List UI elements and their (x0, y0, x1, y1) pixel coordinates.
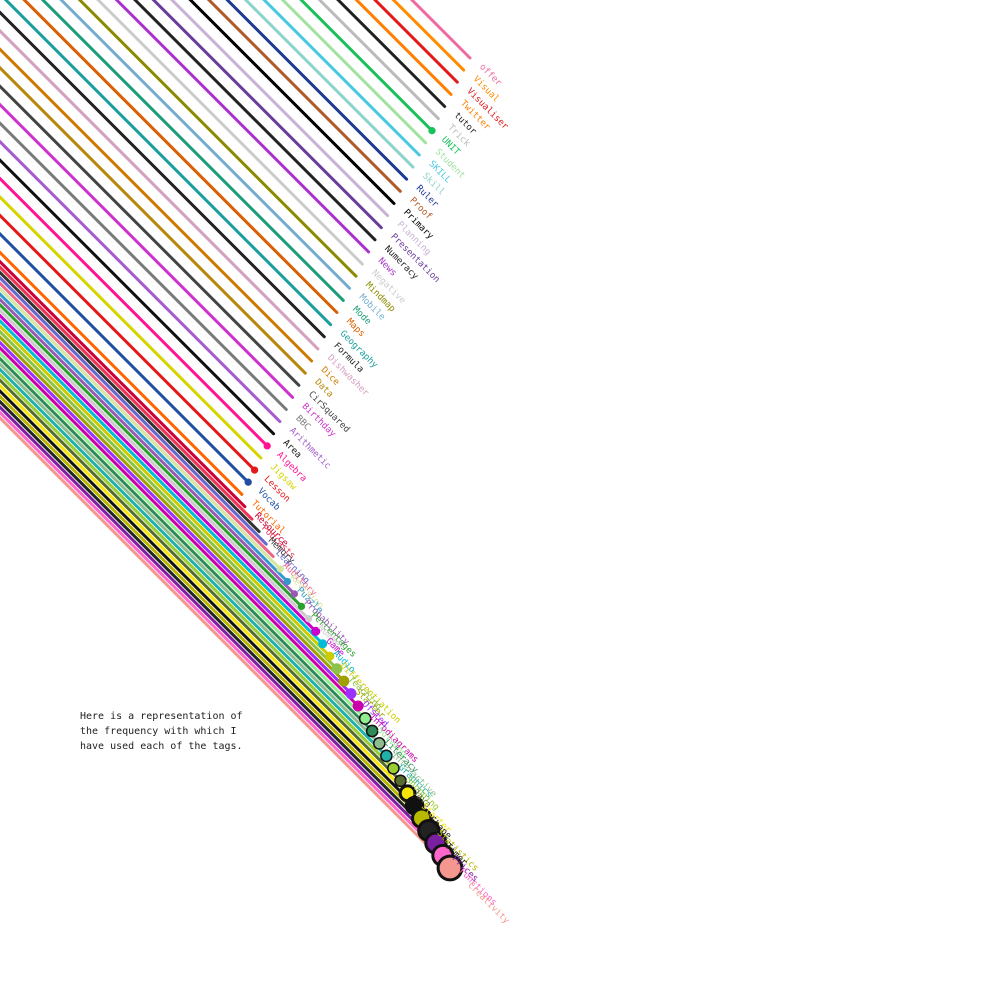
tag-line-prices (0, 405, 438, 845)
tag-endpoint-infodiagrams (352, 700, 364, 712)
tag-line-dice (0, 47, 314, 363)
tag-line-ruler (225, 0, 409, 181)
tag-endpoint-lesson (250, 466, 259, 474)
tag-line-visualiser (372, 0, 459, 84)
tag-endpoint-unit (428, 127, 436, 135)
tag-line-ofsted (0, 340, 353, 696)
tag-line-auditory (0, 281, 275, 559)
tag-endpoint-literacy (365, 724, 379, 738)
tag-line-news (114, 0, 371, 254)
tag-line-shape (0, 388, 417, 808)
tag-line-cirsquared (0, 84, 301, 387)
tag-line-probability (0, 297, 296, 596)
tag-lines (0, 0, 472, 870)
tag-line-percentages (0, 302, 303, 608)
tag-line-negative (96, 0, 364, 266)
tag-line-primary (188, 0, 396, 205)
tag-line-literacy (0, 356, 374, 733)
tag-line-starter (0, 383, 410, 795)
caption-line-1: Here is a representation of (80, 711, 243, 722)
caption: Here is a representation of the frequenc… (80, 709, 260, 754)
caption-line-3: have used each of the tags. (80, 741, 243, 752)
tag-line-tutor (336, 0, 447, 108)
tag-line-java (0, 378, 402, 783)
tag-line-presentation (151, 0, 383, 230)
tag-line-birthday (0, 102, 295, 399)
tag-line-infodiagrams (0, 345, 360, 708)
tag-line-graphics (0, 367, 388, 758)
tag-endpoint-teaching (331, 663, 343, 675)
tag-endpoint-creativity (436, 854, 464, 882)
tag-line-timer (0, 399, 431, 833)
tag-line-tutorial (0, 250, 244, 496)
tag-line-numeracy (133, 0, 377, 242)
tag-line-shopping (0, 372, 395, 770)
tag-endpoint-solving (358, 712, 372, 725)
tag-endpoint-interactive (372, 737, 386, 750)
tag-endpoint-probability (290, 590, 299, 598)
tag-line-creativity (0, 415, 452, 870)
tag-line-formula (0, 10, 326, 339)
tag-line-number (0, 308, 311, 621)
tag-line-vocab (0, 231, 250, 484)
tag-line-starter (0, 335, 346, 683)
caption-line-2: the frequency with which I (80, 726, 237, 737)
tag-line-audio (0, 318, 325, 646)
tag-line-differentiation (0, 324, 332, 658)
tag-line-skill (262, 0, 421, 157)
tag-line-memory (0, 270, 261, 534)
tag-line-trick (317, 0, 440, 121)
tag-line-mobile (59, 0, 352, 290)
tag-line-unit (299, 0, 434, 133)
tag-endpoint-number (304, 615, 313, 623)
tag-endpoints (244, 127, 464, 882)
tag-endpoint-percentages (297, 602, 306, 611)
tag-endpoint-java (394, 774, 407, 788)
tag-line-mode (40, 0, 345, 302)
tag-line-resource (0, 259, 247, 509)
tag-line-planning (169, 0, 390, 218)
tag-line-bbc (0, 121, 288, 411)
tag-endpoint-vocab (244, 478, 252, 486)
tag-line-teaching (0, 329, 339, 671)
tag-line-data (0, 65, 307, 375)
tag-line-jigsaw (0, 194, 263, 460)
tag-endpoint-audio (318, 639, 328, 649)
tag-endpoint-revision (276, 565, 284, 573)
tag-line-maps (22, 0, 339, 314)
tag-line-twitter (354, 0, 453, 96)
tag-line-solving (0, 351, 367, 720)
tag-line-mindmap (77, 0, 358, 278)
tag-line-interactive (0, 361, 381, 745)
tag-line-lesson (0, 213, 257, 472)
tag-line-functions (0, 410, 445, 857)
tag-line-statistics (0, 394, 424, 820)
tag-endpoint-starter (338, 675, 350, 687)
tag-line-arithmetic (0, 139, 282, 424)
tag-line-geography (3, 0, 333, 327)
tag-line-learning (0, 275, 268, 546)
tag-endpoint-algebra (263, 442, 271, 450)
tag-line-student (280, 0, 428, 145)
tag-endpoint-puzzle (283, 577, 292, 586)
tag-line-revision (0, 286, 282, 571)
tag-endpoint-game (311, 626, 321, 636)
tag-endpoint-shopping (387, 761, 400, 775)
tag-endpoint-differentiation (325, 651, 335, 661)
tag-line-dishwasher (0, 28, 320, 351)
tag-line-proof (206, 0, 402, 193)
tag-label-creativity: Creativity (465, 881, 511, 927)
tag-endpoint-ofsted (345, 688, 357, 700)
tag-endpoint-graphics (380, 749, 393, 763)
tag-line-area (0, 158, 276, 436)
tag-line-skill (243, 0, 415, 169)
tag-line-game (0, 313, 318, 633)
tag-line-puzzle (0, 291, 289, 583)
tag-line-podcasts (0, 265, 254, 521)
tag-line-algebra (0, 176, 269, 448)
